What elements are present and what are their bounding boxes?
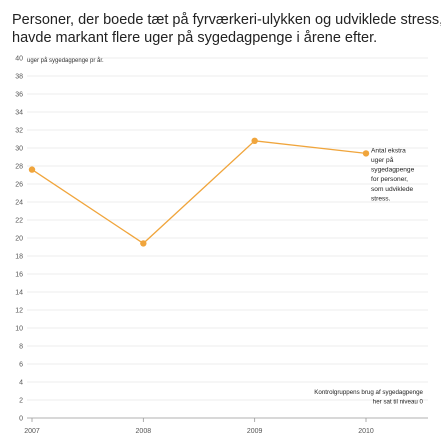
series-label-line: stress. bbox=[371, 195, 391, 202]
data-point bbox=[362, 150, 370, 157]
x-tick-label: 2007 bbox=[24, 428, 40, 435]
y-tick-label: 14 bbox=[15, 290, 23, 297]
y-tick-label: 20 bbox=[15, 236, 23, 243]
y-tick-label: 0 bbox=[19, 416, 23, 423]
y-tick-label: 16 bbox=[15, 272, 23, 279]
data-point bbox=[140, 240, 147, 247]
y-tick-label: 32 bbox=[15, 128, 23, 135]
x-tick-label: 2008 bbox=[136, 428, 152, 435]
x-tick-label: 2009 bbox=[247, 428, 263, 435]
x-axis-ticks: 2007 2008 2009 2010 bbox=[24, 418, 374, 435]
baseline-note: Kontrolgruppens brug af sygedagpenge her … bbox=[314, 389, 423, 406]
y-tick-label: 34 bbox=[15, 110, 23, 117]
y-tick-label: 30 bbox=[15, 146, 23, 153]
y-tick-label: 28 bbox=[15, 164, 23, 171]
series-label-line: for personer, bbox=[371, 176, 408, 183]
y-tick-label: 24 bbox=[15, 200, 23, 207]
y-tick-label: 36 bbox=[15, 92, 23, 99]
chart-title-line-1: Personer, der boede tæt på fyrværkeri-ul… bbox=[12, 12, 441, 28]
y-tick-label: 26 bbox=[15, 182, 23, 189]
y-tick-label: 8 bbox=[19, 344, 23, 351]
y-tick-label: 22 bbox=[15, 218, 23, 225]
series-line bbox=[31, 140, 367, 245]
gridlines bbox=[27, 57, 428, 419]
y-tick-label: 38 bbox=[15, 74, 23, 81]
data-point bbox=[28, 166, 36, 173]
y-tick-label: 40 bbox=[15, 56, 23, 63]
y-tick-label: 6 bbox=[19, 362, 23, 369]
series-label-line: Antal ekstra bbox=[371, 147, 406, 154]
series-label-line: uger på bbox=[371, 156, 394, 164]
y-tick-label: 4 bbox=[19, 380, 23, 387]
y-tick-label: 2 bbox=[19, 398, 23, 405]
series-label-line: sygedagpenge bbox=[371, 167, 415, 174]
series-annotation: Antal ekstra uger på sygedagpenge for perso… bbox=[371, 147, 415, 202]
baseline-note-line: Kontrolgruppens brug af sygedagpenge bbox=[314, 389, 423, 396]
series-label-line: som udviklede bbox=[371, 186, 413, 193]
x-tick-label: 2010 bbox=[358, 428, 374, 435]
y-tick-label: 12 bbox=[15, 308, 23, 315]
y-axis-label: uger på sygedagpenge pr år. bbox=[27, 57, 104, 64]
y-tick-label: 10 bbox=[15, 326, 23, 333]
baseline-note-line: her sat til niveau 0 bbox=[373, 399, 424, 406]
chart-title-line-2: havde markant flere uger på sygedagpenge… bbox=[12, 30, 378, 46]
y-tick-label: 18 bbox=[15, 254, 23, 261]
series-line-layer bbox=[28, 137, 370, 247]
data-point bbox=[251, 137, 258, 144]
